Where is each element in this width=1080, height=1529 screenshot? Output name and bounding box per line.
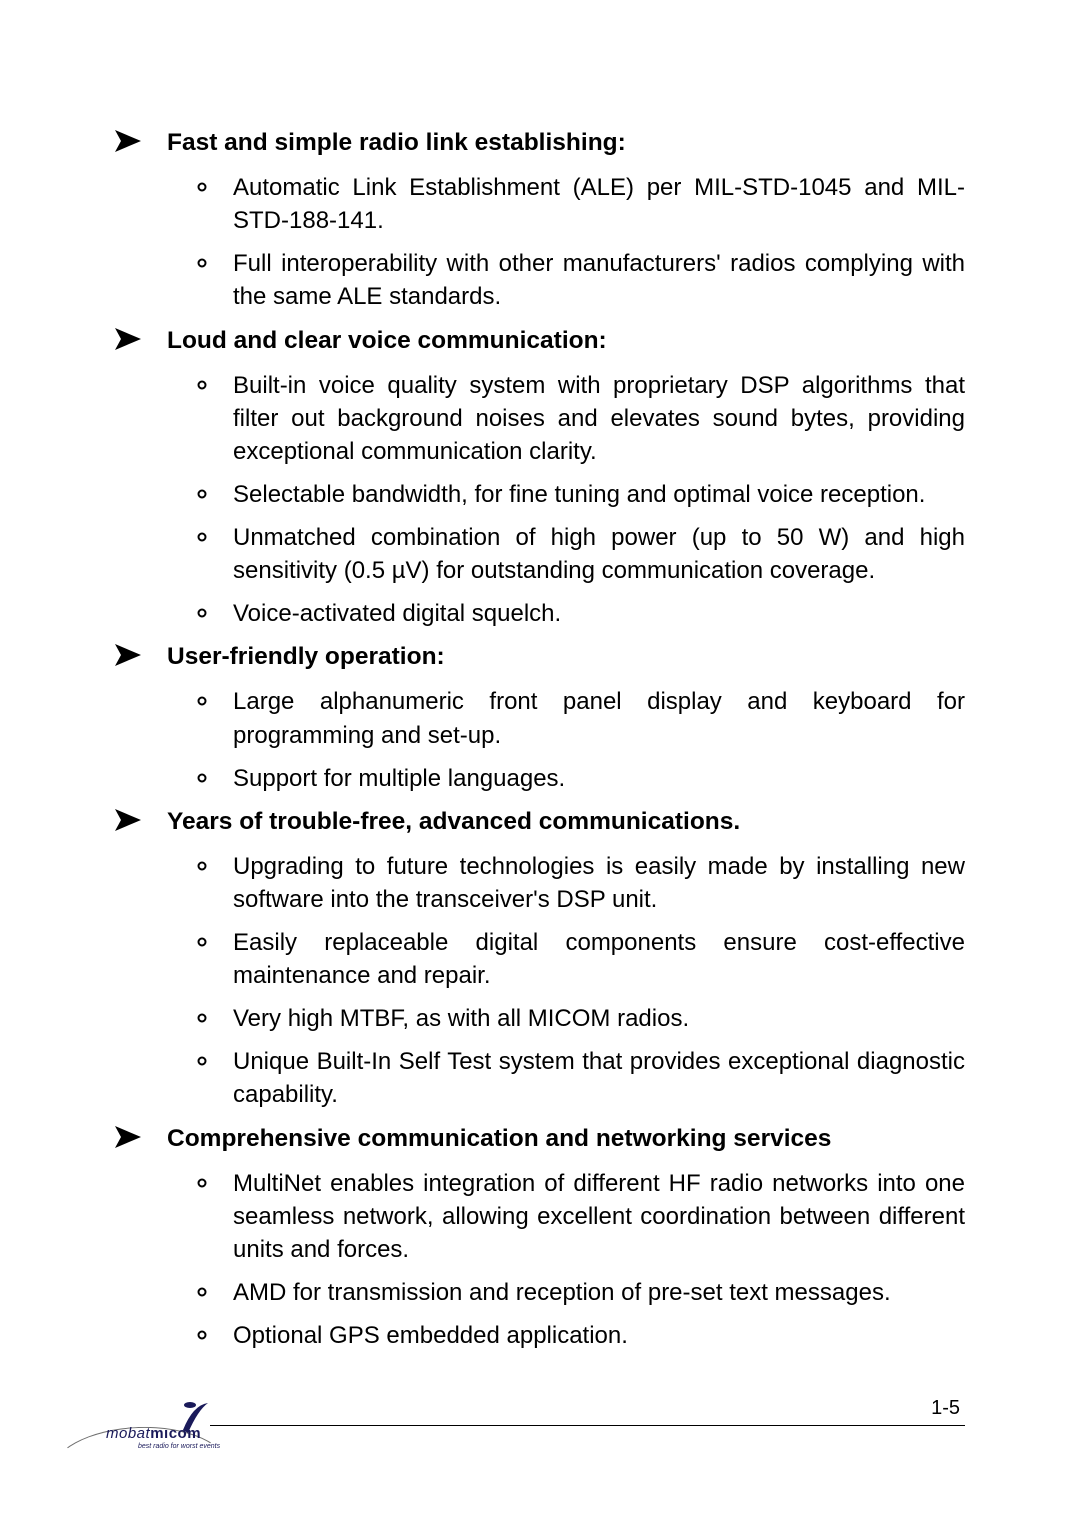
list-item: Support for multiple languages. xyxy=(197,762,965,795)
list-item: Automatic Link Establishment (ALE) per M… xyxy=(197,171,965,237)
section-networking: Comprehensive communication and networki… xyxy=(115,1122,965,1353)
list-item-text: MultiNet enables integration of differen… xyxy=(233,1167,965,1266)
sub-list: Automatic Link Establishment (ALE) per M… xyxy=(115,171,965,313)
list-item-text: Support for multiple languages. xyxy=(233,762,965,795)
circle-bullet-icon xyxy=(197,489,207,499)
list-item-text: Very high MTBF, as with all MICOM radios… xyxy=(233,1002,965,1035)
circle-bullet-icon xyxy=(197,937,207,947)
section-title: Fast and simple radio link establishing: xyxy=(167,126,626,159)
sub-list: Built-in voice quality system with propr… xyxy=(115,369,965,631)
circle-bullet-icon xyxy=(197,532,207,542)
list-item: AMD for transmission and reception of pr… xyxy=(197,1276,965,1309)
sub-list: MultiNet enables integration of differen… xyxy=(115,1167,965,1353)
circle-bullet-icon xyxy=(197,608,207,618)
section-voice: Loud and clear voice communication: Buil… xyxy=(115,324,965,631)
list-item-text: Full interoperability with other manufac… xyxy=(233,247,965,313)
list-item-text: Unmatched combination of high power (up … xyxy=(233,521,965,587)
section-trouble-free: Years of trouble-free, advanced communic… xyxy=(115,805,965,1112)
list-item: Optional GPS embedded application. xyxy=(197,1319,965,1352)
list-item-text: Large alphanumeric front panel display a… xyxy=(233,685,965,751)
circle-bullet-icon xyxy=(197,1178,207,1188)
list-item-text: Upgrading to future technologies is easi… xyxy=(233,850,965,916)
arrow-right-icon xyxy=(115,328,141,350)
section-title: User-friendly operation: xyxy=(167,640,445,673)
arrow-right-icon xyxy=(115,130,141,152)
page-footer: 1-5 mobatmıcom best radio for worst even… xyxy=(0,1389,1080,1459)
list-item-text: Selectable bandwidth, for fine tuning an… xyxy=(233,478,965,511)
list-item-text: Built-in voice quality system with propr… xyxy=(233,369,965,468)
arrow-right-icon xyxy=(115,644,141,666)
circle-bullet-icon xyxy=(197,1056,207,1066)
logo-text: mobatmıcom xyxy=(106,1425,201,1442)
logo-tagline: best radio for worst events xyxy=(138,1443,220,1450)
circle-bullet-icon xyxy=(197,182,207,192)
section-title: Years of trouble-free, advanced communic… xyxy=(167,805,740,838)
list-item-text: AMD for transmission and reception of pr… xyxy=(233,1276,965,1309)
circle-bullet-icon xyxy=(197,1330,207,1340)
list-item-text: Unique Built-In Self Test system that pr… xyxy=(233,1045,965,1111)
section-user-friendly: User-friendly operation: Large alphanume… xyxy=(115,640,965,794)
list-item: Very high MTBF, as with all MICOM radios… xyxy=(197,1002,965,1035)
list-item: Large alphanumeric front panel display a… xyxy=(197,685,965,751)
section-header: Years of trouble-free, advanced communic… xyxy=(115,805,965,838)
list-item: Easily replaceable digital components en… xyxy=(197,926,965,992)
footer-divider xyxy=(210,1425,965,1426)
list-item: Unmatched combination of high power (up … xyxy=(197,521,965,587)
list-item: Selectable bandwidth, for fine tuning an… xyxy=(197,478,965,511)
circle-bullet-icon xyxy=(197,1287,207,1297)
list-item: Upgrading to future technologies is easi… xyxy=(197,850,965,916)
section-header: User-friendly operation: xyxy=(115,640,965,673)
list-item: Built-in voice quality system with propr… xyxy=(197,369,965,468)
sub-list: Large alphanumeric front panel display a… xyxy=(115,685,965,794)
circle-bullet-icon xyxy=(197,773,207,783)
circle-bullet-icon xyxy=(197,1013,207,1023)
logo-text-light: mobat xyxy=(106,1425,150,1442)
logo-text-bold: mıcom xyxy=(150,1425,201,1442)
arrow-right-icon xyxy=(115,1126,141,1148)
circle-bullet-icon xyxy=(197,380,207,390)
list-item: Voice-activated digital squelch. xyxy=(197,597,965,630)
circle-bullet-icon xyxy=(197,696,207,706)
section-fast-link: Fast and simple radio link establishing:… xyxy=(115,126,965,314)
list-item-text: Optional GPS embedded application. xyxy=(233,1319,965,1352)
circle-bullet-icon xyxy=(197,861,207,871)
list-item: Unique Built-In Self Test system that pr… xyxy=(197,1045,965,1111)
list-item-text: Voice-activated digital squelch. xyxy=(233,597,965,630)
list-item: Full interoperability with other manufac… xyxy=(197,247,965,313)
sub-list: Upgrading to future technologies is easi… xyxy=(115,850,965,1112)
section-title: Loud and clear voice communication: xyxy=(167,324,607,357)
circle-bullet-icon xyxy=(197,258,207,268)
arrow-right-icon xyxy=(115,809,141,831)
page-content: Fast and simple radio link establishing:… xyxy=(0,0,1080,1352)
page-number: 1-5 xyxy=(931,1397,960,1420)
section-title: Comprehensive communication and networki… xyxy=(167,1122,831,1155)
brand-logo: mobatmıcom best radio for worst events xyxy=(60,1395,230,1465)
list-item: MultiNet enables integration of differen… xyxy=(197,1167,965,1266)
section-header: Fast and simple radio link establishing: xyxy=(115,126,965,159)
list-item-text: Easily replaceable digital components en… xyxy=(233,926,965,992)
section-header: Comprehensive communication and networki… xyxy=(115,1122,965,1155)
list-item-text: Automatic Link Establishment (ALE) per M… xyxy=(233,171,965,237)
section-header: Loud and clear voice communication: xyxy=(115,324,965,357)
